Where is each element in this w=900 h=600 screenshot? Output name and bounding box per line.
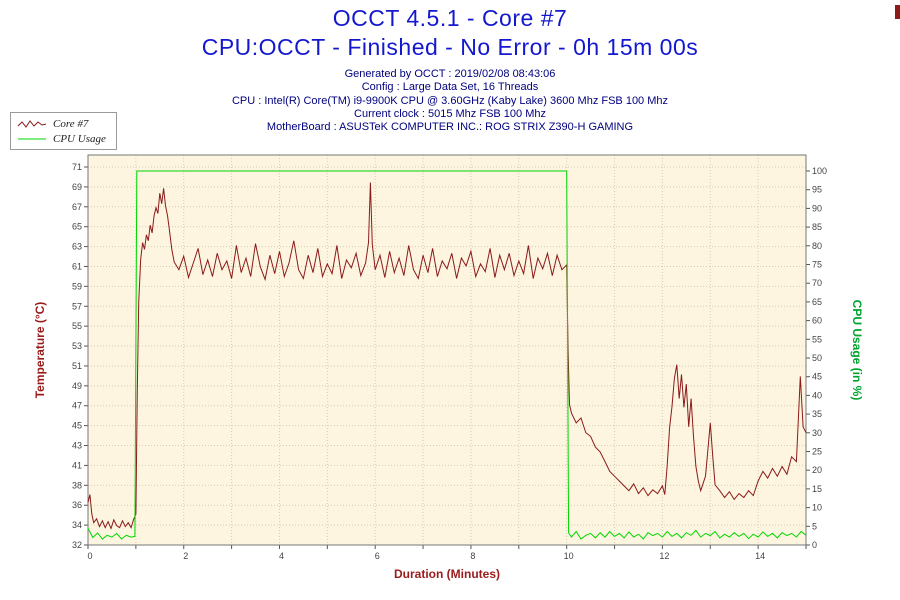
right-tick-label: 45	[812, 372, 822, 382]
info-line-config: Config : Large Data Set, 16 Threads	[361, 81, 539, 94]
left-tick-label: 63	[72, 242, 82, 252]
left-tick-label: 69	[72, 182, 82, 192]
right-tick-label: 5	[812, 521, 817, 531]
legend-item: CPU Usage	[17, 131, 106, 146]
info-line-clock: Current clock : 5015 Mhz FSB 100 Mhz	[354, 107, 546, 120]
right-tick-label: 10	[812, 503, 822, 513]
right-axis-title: CPU Usage (in %)	[850, 300, 864, 401]
chart-canvas: 3234363841434547495153555759616365676971…	[33, 154, 864, 581]
info-line-generated: Generated by OCCT : 2019/02/08 08:43:06	[344, 68, 556, 80]
left-tick-label: 53	[72, 341, 82, 351]
series-cpu-usage-line	[87, 170, 807, 540]
legend-item: Core #7	[17, 116, 106, 131]
legend: Core #7 CPU Usage	[10, 112, 117, 150]
left-tick-label: 38	[72, 480, 82, 490]
info-line-motherboard: MotherBoard : ASUSTeK COMPUTER INC.: ROG…	[266, 121, 634, 134]
right-tick-label: 85	[812, 222, 822, 232]
left-tick-label: 55	[72, 321, 82, 331]
left-axis-title: Temperature (°C)	[33, 302, 47, 399]
x-tick-label: 2	[183, 551, 188, 561]
info-line-cpu: CPU : Intel(R) Core(TM) i9-9900K CPU @ 3…	[231, 94, 669, 107]
left-tick-label: 49	[72, 381, 82, 391]
screen-edge-artifact	[895, 5, 900, 19]
x-tick-label: 8	[470, 551, 475, 561]
x-axis-title: Duration (Minutes)	[394, 567, 500, 581]
right-tick-label: 90	[812, 203, 822, 213]
left-tick-label: 41	[72, 460, 82, 470]
left-tick-label: 32	[72, 540, 82, 550]
right-tick-label: 0	[812, 540, 817, 550]
x-tick-label: 12	[659, 551, 669, 561]
right-tick-label: 35	[812, 409, 822, 419]
right-tick-label: 95	[812, 185, 822, 195]
page-title: OCCT 4.5.1 - Core #7	[332, 5, 568, 31]
right-tick-label: 100	[812, 166, 827, 176]
left-tick-label: 34	[72, 520, 82, 530]
left-tick-label: 45	[72, 421, 82, 431]
series-temperature-line	[87, 182, 807, 530]
right-tick-label: 25	[812, 447, 822, 457]
page-subtitle: CPU:OCCT - Finished - No Error - 0h 15m …	[201, 34, 699, 60]
left-tick-label: 65	[72, 222, 82, 232]
right-tick-label: 15	[812, 484, 822, 494]
right-tick-label: 40	[812, 390, 822, 400]
right-tick-label: 55	[812, 334, 822, 344]
left-tick-label: 61	[72, 261, 82, 271]
right-tick-label: 50	[812, 353, 822, 363]
right-tick-label: 30	[812, 428, 822, 438]
legend-label: CPU Usage	[53, 132, 106, 145]
left-tick-label: 36	[72, 500, 82, 510]
plot-area	[88, 155, 806, 545]
right-tick-label: 70	[812, 278, 822, 288]
x-tick-label: 10	[564, 551, 574, 561]
left-tick-label: 59	[72, 281, 82, 291]
legend-label: Core #7	[53, 117, 89, 130]
left-tick-label: 57	[72, 301, 82, 311]
left-tick-label: 47	[72, 401, 82, 411]
report-info-block: Generated by OCCT : 2019/02/08 08:43:06 …	[0, 68, 900, 134]
left-tick-label: 51	[72, 361, 82, 371]
right-tick-label: 80	[812, 241, 822, 251]
x-tick-label: 4	[279, 551, 284, 561]
right-tick-label: 75	[812, 260, 822, 270]
left-tick-label: 67	[72, 202, 82, 212]
right-tick-label: 20	[812, 465, 822, 475]
plot-border	[87, 154, 807, 546]
x-tick-label: 0	[87, 551, 92, 561]
left-tick-label: 43	[72, 441, 82, 451]
legend-line-sample	[17, 119, 47, 128]
left-tick-label: 71	[72, 162, 82, 172]
x-tick-label: 14	[755, 551, 765, 561]
right-tick-label: 60	[812, 316, 822, 326]
legend-line-sample	[18, 138, 46, 139]
right-tick-label: 65	[812, 297, 822, 307]
x-tick-label: 6	[375, 551, 380, 561]
